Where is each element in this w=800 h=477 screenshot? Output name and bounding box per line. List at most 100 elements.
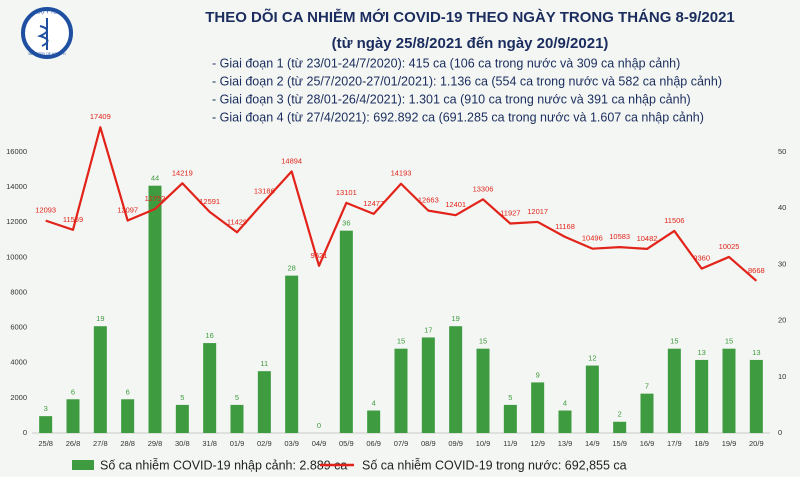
x-tick-label: 13/9 — [558, 439, 573, 448]
line-value-label: 14894 — [281, 156, 302, 165]
bar — [476, 348, 490, 433]
line-value-label: 12093 — [35, 206, 56, 215]
bar-value-label: 15 — [670, 337, 678, 346]
bar — [613, 421, 627, 433]
y2-tick-label: 50 — [778, 147, 786, 156]
y-tick-label: 4000 — [10, 358, 27, 367]
logo-top: BỘ Y TẾ — [37, 8, 57, 15]
x-tick-label: 27/8 — [93, 439, 108, 448]
y-tick-label: 2000 — [10, 393, 27, 402]
annotation: - Giai đoạn 2 (từ 25/7/2020-27/01/2021):… — [212, 74, 722, 88]
bar — [449, 326, 463, 433]
line-value-label: 14193 — [391, 169, 412, 178]
line-value-label: 14219 — [172, 168, 193, 177]
bar-value-label: 15 — [479, 337, 487, 346]
bar — [722, 348, 736, 433]
chart-subtitle: (từ ngày 25/8/2021 đến ngày 20/9/2021) — [332, 35, 609, 52]
y2-tick-label: 20 — [778, 316, 786, 325]
line-value-label: 13306 — [473, 184, 494, 193]
x-tick-label: 25/8 — [38, 439, 53, 448]
bar-value-label: 36 — [342, 219, 350, 228]
y-tick-label: 10000 — [6, 252, 27, 261]
bar-value-label: 6 — [126, 387, 130, 396]
bar-value-label: 3 — [44, 404, 48, 413]
y2-tick-label: 30 — [778, 259, 786, 268]
line-value-label: 12017 — [527, 207, 548, 216]
line-value-label: 9360 — [693, 254, 710, 263]
y-tick-label: 0 — [23, 428, 27, 437]
x-tick-label: 26/8 — [66, 439, 81, 448]
logo-symbol — [37, 18, 49, 50]
y-tick-label: 16000 — [6, 147, 27, 156]
bar — [558, 410, 572, 433]
x-tick-label: 30/8 — [175, 439, 190, 448]
bar-value-label: 12 — [588, 354, 596, 363]
logo-bottom: MINISTRY OF HEALTH — [29, 52, 66, 56]
x-tick-label: 31/8 — [202, 439, 217, 448]
line-value-label: 8668 — [748, 266, 765, 275]
x-tick-label: 18/9 — [694, 439, 709, 448]
y2-tick-label: 40 — [778, 203, 786, 212]
y2-tick-label: 10 — [778, 372, 786, 381]
bar-value-label: 13 — [752, 348, 760, 357]
line-value-label: 12663 — [418, 196, 439, 205]
bar — [148, 185, 162, 433]
x-tick-label: 08/9 — [421, 439, 436, 448]
line-value-label: 11168 — [555, 222, 575, 231]
bar-value-label: 13 — [697, 348, 705, 357]
x-tick-label: 12/9 — [530, 439, 545, 448]
bar-value-label: 44 — [151, 174, 159, 183]
bar — [749, 359, 763, 433]
line-value-label: 11429 — [227, 217, 247, 226]
bar — [667, 348, 681, 433]
y-tick-label: 6000 — [10, 323, 27, 332]
logo: BỘ Y TẾ MINISTRY OF HEALTH — [21, 7, 73, 59]
x-tick-label: 10/9 — [476, 439, 491, 448]
bar — [695, 359, 709, 433]
line-value-label: 17409 — [90, 112, 111, 121]
line-value-label: 11569 — [63, 215, 83, 224]
y-tick-label: 8000 — [10, 287, 27, 296]
x-tick-label: 14/9 — [585, 439, 600, 448]
bar — [394, 348, 408, 433]
x-tick-label: 20/9 — [749, 439, 764, 448]
line-value-label: 10482 — [637, 234, 658, 243]
line-value-label: 13186 — [254, 186, 275, 195]
line-value-label: 12097 — [117, 206, 138, 215]
bar-value-label: 15 — [397, 337, 405, 346]
bar — [367, 410, 381, 433]
line-value-label: 9521 — [311, 251, 328, 260]
x-tick-label: 02/9 — [257, 439, 272, 448]
bar — [66, 399, 80, 433]
bar — [175, 404, 189, 433]
bar — [285, 275, 299, 433]
y-tick-label: 12000 — [6, 217, 27, 226]
bar-value-label: 19 — [96, 314, 104, 323]
x-tick-label: 15/9 — [612, 439, 627, 448]
bar-value-label: 0 — [317, 421, 321, 430]
bar — [257, 371, 271, 433]
x-tick-label: 09/9 — [448, 439, 463, 448]
bar-value-label: 2 — [618, 410, 622, 419]
bar-value-label: 7 — [645, 382, 649, 391]
bar-value-label: 28 — [287, 264, 295, 273]
bar — [531, 382, 545, 433]
annotation: - Giai đoạn 4 (từ 27/4/2021): 692.892 ca… — [212, 110, 704, 124]
line-value-label: 11927 — [500, 209, 520, 218]
bar — [339, 230, 353, 433]
x-tick-label: 17/9 — [667, 439, 682, 448]
bar-value-label: 5 — [508, 393, 512, 402]
bar-value-label: 19 — [451, 314, 459, 323]
bar-value-label: 15 — [725, 337, 733, 346]
line-value-label: 12752 — [145, 194, 166, 203]
y-tick-label: 14000 — [6, 182, 27, 191]
x-tick-label: 11/9 — [503, 439, 517, 448]
bar — [121, 399, 135, 433]
line-value-label: 11506 — [664, 216, 684, 225]
legend-swatch — [72, 460, 94, 470]
bar-value-label: 5 — [180, 393, 184, 402]
bar — [39, 416, 53, 433]
bar — [230, 404, 244, 433]
line — [45, 126, 758, 282]
